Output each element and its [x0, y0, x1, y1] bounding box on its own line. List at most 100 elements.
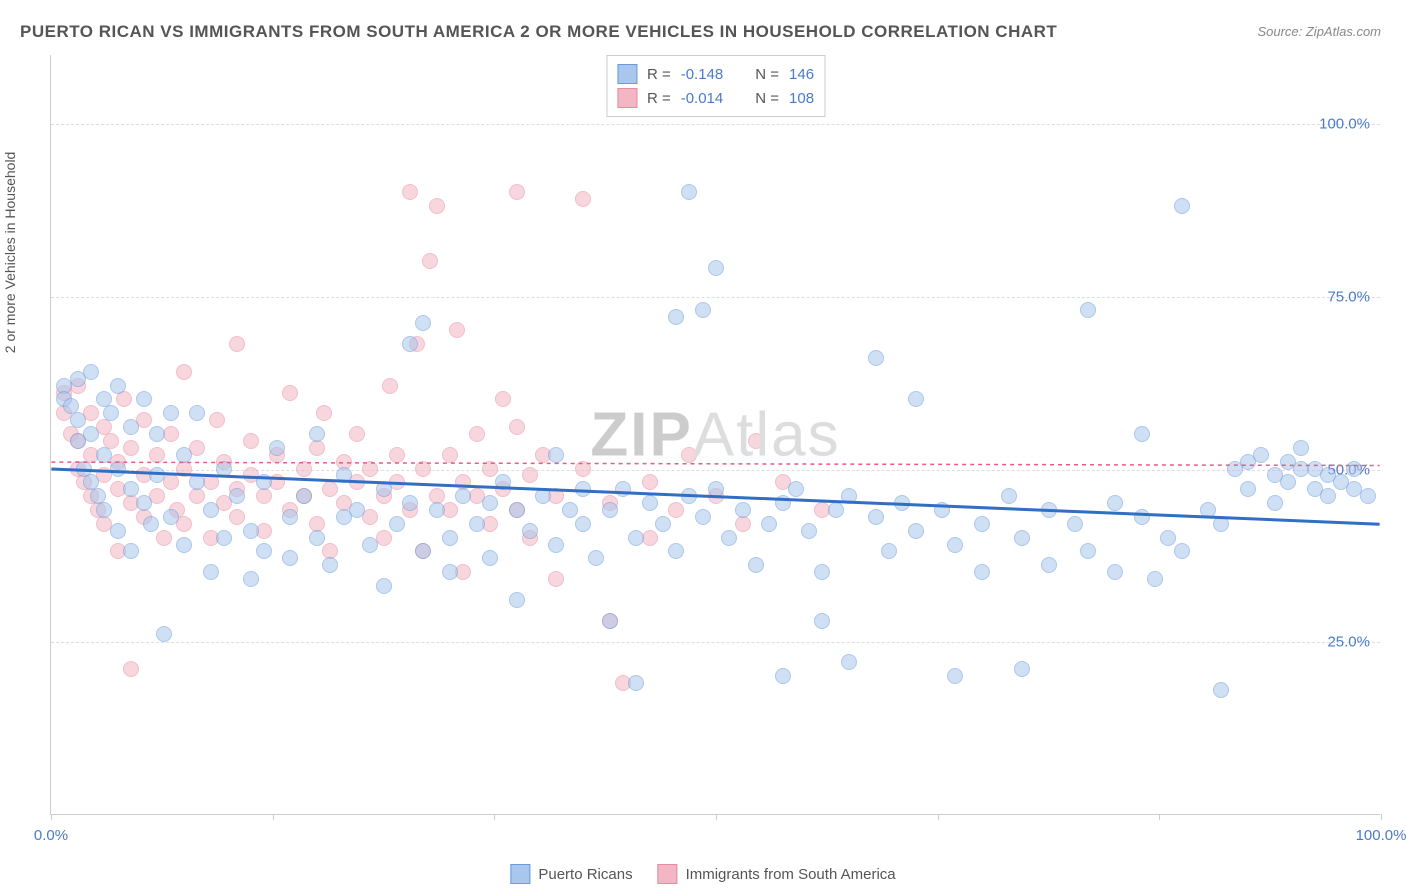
- r-value: -0.014: [681, 90, 724, 107]
- data-point: [735, 516, 751, 532]
- data-point: [548, 447, 564, 463]
- legend-swatch: [658, 864, 678, 884]
- data-point: [282, 550, 298, 566]
- data-point: [1346, 461, 1362, 477]
- data-point: [143, 516, 159, 532]
- data-point: [1041, 557, 1057, 573]
- data-point: [1067, 516, 1083, 532]
- data-point: [1107, 495, 1123, 511]
- data-point: [349, 502, 365, 518]
- data-point: [908, 523, 924, 539]
- gridline: [51, 297, 1380, 298]
- data-point: [482, 461, 498, 477]
- data-point: [1293, 440, 1309, 456]
- data-point: [575, 191, 591, 207]
- data-point: [209, 412, 225, 428]
- data-point: [575, 481, 591, 497]
- data-point: [775, 668, 791, 684]
- data-point: [681, 447, 697, 463]
- data-point: [1320, 488, 1336, 504]
- data-point: [256, 474, 272, 490]
- data-point: [801, 523, 817, 539]
- data-point: [389, 447, 405, 463]
- data-point: [116, 391, 132, 407]
- data-point: [282, 509, 298, 525]
- data-point: [362, 461, 378, 477]
- data-point: [814, 613, 830, 629]
- data-point: [442, 530, 458, 546]
- source-attribution: Source: ZipAtlas.com: [1257, 24, 1381, 39]
- data-point: [415, 461, 431, 477]
- data-point: [1001, 488, 1017, 504]
- data-point: [269, 440, 285, 456]
- data-point: [469, 516, 485, 532]
- data-point: [1213, 516, 1229, 532]
- data-point: [668, 543, 684, 559]
- gridline: [51, 124, 1380, 125]
- data-point: [203, 502, 219, 518]
- data-point: [296, 488, 312, 504]
- data-point: [309, 440, 325, 456]
- data-point: [316, 405, 332, 421]
- data-point: [176, 537, 192, 553]
- chart-title: PUERTO RICAN VS IMMIGRANTS FROM SOUTH AM…: [20, 22, 1057, 42]
- data-point: [382, 378, 398, 394]
- data-point: [216, 461, 232, 477]
- data-point: [83, 426, 99, 442]
- data-point: [83, 364, 99, 380]
- data-point: [681, 488, 697, 504]
- data-point: [402, 495, 418, 511]
- data-point: [575, 516, 591, 532]
- x-tick: [273, 814, 274, 820]
- data-point: [615, 481, 631, 497]
- data-point: [642, 474, 658, 490]
- n-value: 146: [789, 66, 814, 83]
- data-point: [243, 523, 259, 539]
- n-label: N =: [755, 66, 779, 83]
- data-point: [110, 523, 126, 539]
- data-point: [349, 426, 365, 442]
- data-point: [974, 564, 990, 580]
- data-point: [535, 488, 551, 504]
- data-point: [761, 516, 777, 532]
- data-point: [402, 336, 418, 352]
- data-point: [449, 322, 465, 338]
- data-point: [203, 564, 219, 580]
- data-point: [176, 461, 192, 477]
- data-point: [628, 530, 644, 546]
- data-point: [522, 523, 538, 539]
- data-point: [748, 557, 764, 573]
- data-point: [814, 564, 830, 580]
- data-point: [708, 260, 724, 276]
- data-point: [110, 378, 126, 394]
- data-point: [1360, 488, 1376, 504]
- data-point: [149, 447, 165, 463]
- x-tick: [716, 814, 717, 820]
- data-point: [216, 530, 232, 546]
- data-point: [1014, 661, 1030, 677]
- data-point: [442, 447, 458, 463]
- data-point: [422, 253, 438, 269]
- data-point: [309, 530, 325, 546]
- data-point: [1134, 509, 1150, 525]
- data-point: [681, 184, 697, 200]
- data-point: [1041, 502, 1057, 518]
- n-value: 108: [789, 90, 814, 107]
- y-tick-label: 75.0%: [1327, 288, 1370, 305]
- data-point: [123, 543, 139, 559]
- series-legend: Puerto RicansImmigrants from South Ameri…: [510, 864, 895, 884]
- data-point: [602, 613, 618, 629]
- data-point: [947, 537, 963, 553]
- data-point: [149, 426, 165, 442]
- data-point: [668, 502, 684, 518]
- data-point: [1174, 543, 1190, 559]
- data-point: [123, 440, 139, 456]
- data-point: [123, 481, 139, 497]
- stats-legend: R =-0.148N =146R =-0.014N =108: [606, 55, 825, 117]
- data-point: [442, 564, 458, 580]
- data-point: [189, 405, 205, 421]
- legend-label: Immigrants from South America: [686, 866, 896, 883]
- n-label: N =: [755, 90, 779, 107]
- x-tick-label: 100.0%: [1356, 827, 1406, 844]
- data-point: [1134, 426, 1150, 442]
